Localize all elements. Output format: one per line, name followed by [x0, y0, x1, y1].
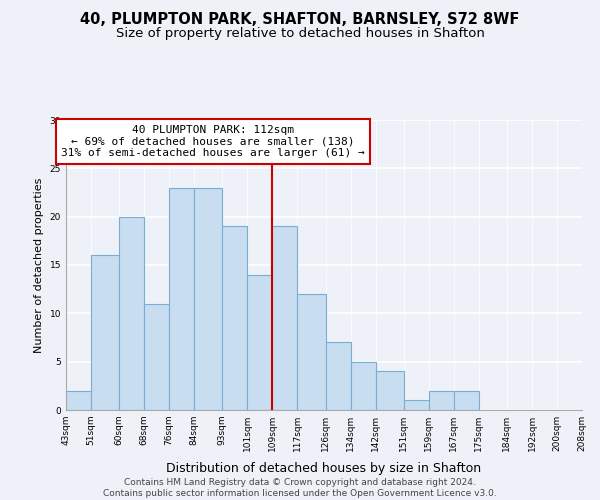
Bar — [350, 362, 376, 410]
Bar — [144, 304, 169, 410]
Bar — [404, 400, 429, 410]
Bar — [91, 256, 119, 410]
Y-axis label: Number of detached properties: Number of detached properties — [34, 178, 44, 352]
Text: 40, PLUMPTON PARK, SHAFTON, BARNSLEY, S72 8WF: 40, PLUMPTON PARK, SHAFTON, BARNSLEY, S7… — [80, 12, 520, 28]
Bar — [247, 274, 272, 410]
Bar — [454, 390, 479, 410]
Bar — [194, 188, 223, 410]
Bar — [272, 226, 298, 410]
Bar — [298, 294, 326, 410]
Bar — [66, 390, 91, 410]
Bar — [119, 216, 144, 410]
Bar — [429, 390, 454, 410]
Text: Contains HM Land Registry data © Crown copyright and database right 2024.
Contai: Contains HM Land Registry data © Crown c… — [103, 478, 497, 498]
Text: 40 PLUMPTON PARK: 112sqm
← 69% of detached houses are smaller (138)
31% of semi-: 40 PLUMPTON PARK: 112sqm ← 69% of detach… — [61, 125, 365, 158]
X-axis label: Distribution of detached houses by size in Shafton: Distribution of detached houses by size … — [166, 462, 482, 475]
Bar — [376, 372, 404, 410]
Text: Size of property relative to detached houses in Shafton: Size of property relative to detached ho… — [116, 28, 484, 40]
Bar — [169, 188, 194, 410]
Bar — [223, 226, 247, 410]
Bar — [326, 342, 350, 410]
